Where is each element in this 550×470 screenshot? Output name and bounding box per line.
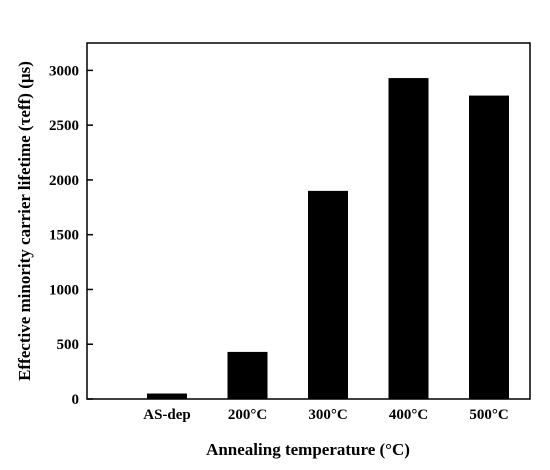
bar [308, 190, 348, 399]
x-tick-label: 400°C [389, 407, 428, 423]
x-tick-label: AS-dep [143, 407, 191, 423]
x-axis: AS-dep 200°C 300°C 400°C 500°C [143, 394, 509, 423]
bars [147, 78, 509, 399]
y-tick-label: 1500 [49, 228, 79, 244]
bar [227, 351, 268, 399]
y-tick-label: 3000 [49, 63, 79, 79]
y-tick-label: 2500 [49, 118, 79, 134]
y-tick-label: 1000 [49, 282, 79, 298]
y-axis: 0 500 1000 1500 2000 2500 3000 [49, 63, 93, 408]
x-axis-title: Annealing temperature (°C) [206, 440, 410, 459]
bar [388, 78, 429, 399]
x-tick-label: 300°C [308, 407, 347, 423]
bar [147, 393, 187, 399]
x-tick-label: 500°C [469, 407, 508, 423]
bar [469, 95, 509, 399]
y-tick-label: 500 [57, 337, 80, 353]
x-tick-label: 200°C [228, 407, 267, 423]
y-tick-label: 2000 [49, 173, 79, 189]
y-axis-title: Effective minority carrier lifetime (τef… [15, 61, 34, 381]
y-tick-label: 0 [72, 392, 80, 408]
